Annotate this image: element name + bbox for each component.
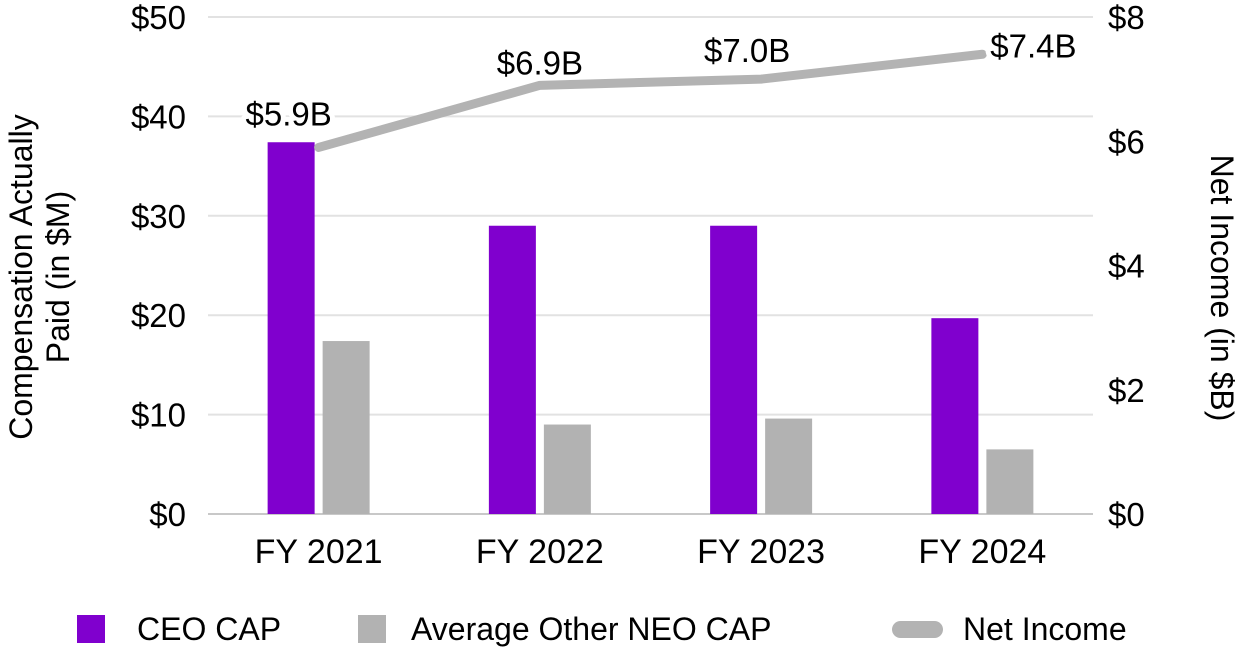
right-axis-title: Net Income (in $B) [1204, 154, 1240, 422]
right-axis-tick-label: $2 [1108, 372, 1145, 409]
neo-cap-bar [986, 449, 1034, 514]
left-axis-tick-label: $40 [131, 98, 186, 135]
right-axis-tick-label: $0 [1108, 496, 1145, 533]
ceo-cap-bar [488, 225, 536, 515]
ceo-cap-bar [931, 318, 979, 514]
right-axis-tick-label: $8 [1108, 0, 1145, 36]
x-axis-tick-label: FY 2023 [697, 533, 825, 571]
legend-label-net-income: Net Income [963, 610, 1127, 647]
right-axis-tick-label: $6 [1108, 123, 1145, 160]
net-income-line-swatch-icon [892, 620, 943, 638]
ceo-cap-bar [267, 142, 315, 514]
net-income-point-label: $5.9B [246, 95, 332, 132]
left-axis-tick-label: $30 [131, 198, 186, 235]
neo-cap-bar [543, 424, 591, 514]
net-income-line [314, 49, 987, 152]
net-income-point-label: $6.9B [497, 44, 583, 81]
left-axis-title-line2: Paid (in $M) [40, 190, 76, 364]
left-axis-title-line1: Compensation Actually [3, 114, 39, 440]
legend-item-ceo-cap: CEO CAP [77, 610, 282, 647]
left-axis-tick-label: $50 [131, 0, 186, 36]
legend-label-neo-cap: Average Other NEO CAP [411, 610, 772, 647]
neo-cap-bar [765, 418, 813, 514]
left-axis-tick-label: $0 [149, 496, 186, 533]
legend-item-neo-cap: Average Other NEO CAP [358, 610, 772, 647]
ceo-cap-swatch-icon [77, 615, 105, 643]
net-income-point-label: $7.0B [704, 32, 790, 69]
legend-item-net-income: Net Income [892, 610, 1127, 647]
neo-cap-bar [322, 341, 370, 514]
ceo-cap-bar [710, 225, 758, 515]
legend-label-ceo-cap: CEO CAP [137, 610, 282, 647]
left-axis-tick-label: $10 [131, 397, 186, 434]
x-axis-tick-label: FY 2024 [918, 533, 1046, 571]
neo-cap-swatch-icon [358, 615, 386, 643]
legend: CEO CAP Average Other NEO CAP Net Income [0, 610, 1244, 647]
x-axis-tick-label: FY 2021 [255, 533, 383, 571]
x-axis-tick-label: FY 2022 [476, 533, 604, 571]
net-income-point-label: $7.4B [990, 27, 1076, 64]
left-axis-tick-label: $20 [131, 297, 186, 334]
left-axis-title: Compensation Actually Paid (in $M) [3, 87, 77, 467]
right-axis-tick-label: $4 [1108, 248, 1145, 285]
